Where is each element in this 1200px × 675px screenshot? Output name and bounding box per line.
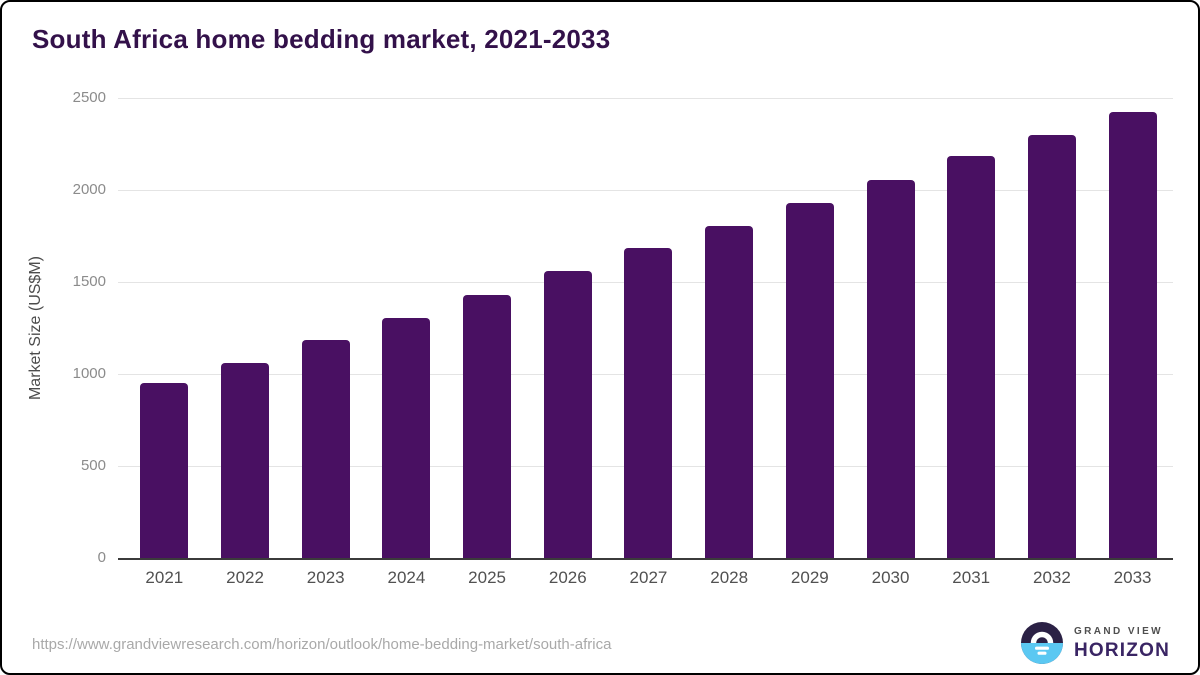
bar-2032 [1027,134,1076,558]
gridline-2000 [118,190,1173,191]
y-tick-2000: 2000 [72,181,106,198]
x-tick-2030: 2030 [871,568,910,587]
y-tick-0: 0 [97,549,106,566]
bar-2023 [301,339,350,558]
chart-title: South Africa home bedding market, 2021-2… [32,24,611,54]
bar-2030 [866,179,915,558]
bar-2021 [140,383,189,558]
y-tick-500: 500 [80,457,106,474]
bar-2028 [705,225,754,558]
bar-2025 [463,294,512,558]
bar-slot-2032 [1012,98,1093,558]
gridline-2500 [118,98,1173,99]
x-tick-2032: 2032 [1032,568,1071,587]
x-tick-2023: 2023 [306,568,345,587]
bar-slot-2024 [366,98,447,558]
brand-logo: GRAND VIEW HORIZON [1020,622,1170,664]
plot-area [118,98,1173,560]
bar-slot-2033 [1092,98,1173,558]
bar-slot-2027 [608,98,689,558]
x-tick-2025: 2025 [468,568,506,587]
y-tick-1500: 1500 [72,273,106,290]
bar-2029 [785,202,834,558]
bar-2031 [947,155,996,558]
x-tick-2027: 2027 [629,568,668,587]
bar-2027 [624,247,673,558]
x-tick-2028: 2028 [710,568,749,587]
x-tick-2029: 2029 [790,568,829,587]
brand-name-top: GRAND VIEW [1073,625,1163,637]
x-tick-2022: 2022 [226,568,264,587]
x-tick-2024: 2024 [387,568,426,587]
brand-name-bottom: HORIZON [1073,639,1170,661]
x-axis-labels: 2021 2022 2023 2024 2025 2026 2027 2028 2029 2030… [124,568,1173,588]
source-url: https://www.grandviewresearch.com/horizo… [32,636,612,653]
bar-slot-2028 [689,98,770,558]
y-tick-1000: 1000 [72,365,106,382]
bar-slot-2030 [850,98,931,558]
brand-name: GRAND VIEW HORIZON [1073,625,1170,661]
bar-slot-2021 [124,98,205,558]
x-tick-2033: 2033 [1113,568,1152,587]
y-tick-2500: 2500 [72,89,106,106]
bar-2022 [221,362,270,558]
bar-slot-2031 [931,98,1012,558]
y-axis-ticks: 0 500 1000 1500 2000 2500 [2,89,106,566]
bar-2024 [382,317,431,558]
bar-slot-2026 [527,98,608,558]
bar-slot-2029 [770,98,851,558]
bar-slot-2022 [205,98,286,558]
bar-slot-2025 [447,98,528,558]
bars [124,98,1173,558]
sunrise-circle-icon [1020,622,1063,664]
bar-2033 [1108,111,1157,558]
x-tick-2026: 2026 [548,568,587,587]
x-tick-2021: 2021 [145,568,184,587]
x-tick-2031: 2031 [952,568,991,587]
bar-slot-2023 [285,98,366,558]
bar-2026 [543,270,592,558]
